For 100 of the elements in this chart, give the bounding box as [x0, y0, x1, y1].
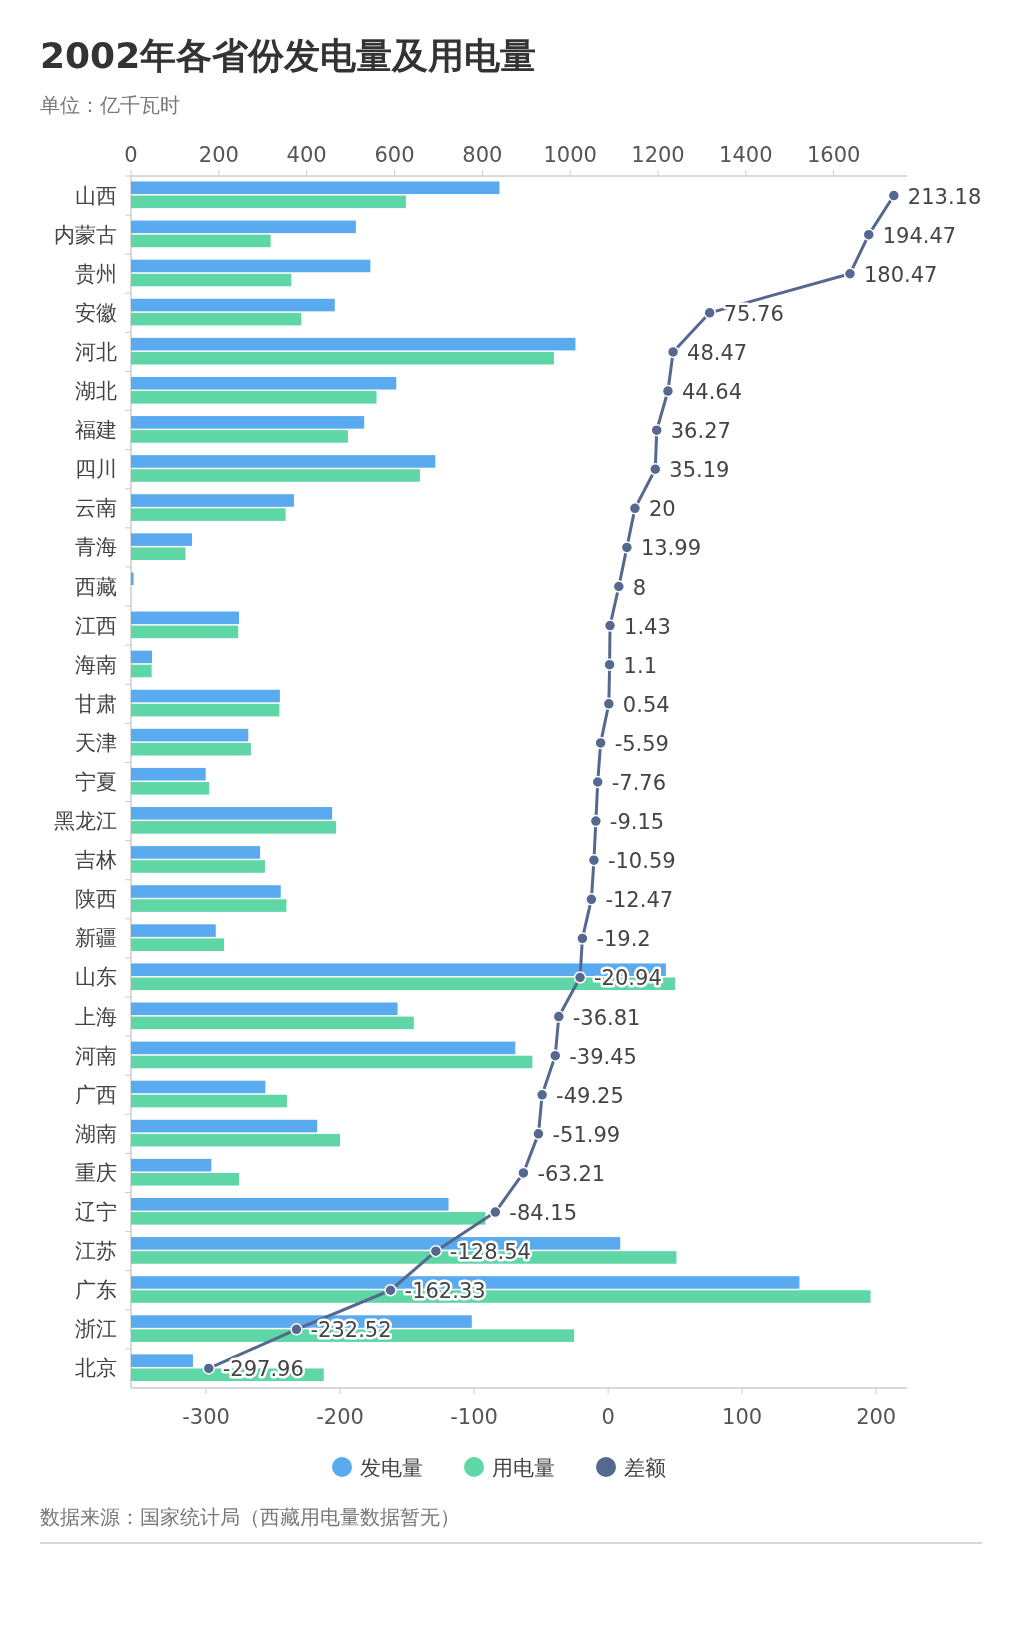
- y-tick-label: 海南: [75, 652, 117, 677]
- bar: [131, 195, 406, 209]
- bar: [131, 337, 576, 351]
- point: [843, 267, 857, 280]
- x-tick-label: 600: [374, 143, 415, 167]
- y-tick-label: 贵州: [75, 261, 117, 286]
- data-label: 20: [648, 497, 676, 522]
- bar: [131, 259, 371, 273]
- y-tick-label: 西藏: [75, 574, 117, 599]
- y-tick-label: 河南: [75, 1043, 117, 1068]
- bar: [131, 650, 153, 664]
- bar: [131, 1197, 449, 1211]
- data-label: -7.76: [611, 771, 667, 795]
- point: [517, 1166, 530, 1180]
- x2-tick-label: -200: [316, 1405, 364, 1429]
- y-tick-label: 内蒙古: [54, 222, 117, 247]
- point: [535, 1088, 549, 1102]
- y-tick-label: 陕西: [75, 887, 117, 912]
- point: [862, 228, 876, 241]
- bar: [131, 533, 193, 546]
- bar: [131, 1354, 193, 1367]
- chart-title: 2002年各省份发电量及用电量: [40, 35, 537, 76]
- bar: [131, 821, 337, 834]
- y-tick-label: 辽宁: [75, 1200, 117, 1225]
- bar: [131, 1041, 516, 1055]
- y-tick-label: 新疆: [75, 926, 117, 951]
- y-tick-label: 广东: [75, 1278, 117, 1303]
- bar: [131, 351, 554, 365]
- bar: [131, 494, 294, 507]
- data-label: 1.43: [624, 614, 671, 639]
- bar: [131, 703, 280, 717]
- x-tick-label: 200: [198, 143, 239, 167]
- bar: [131, 220, 356, 234]
- bar: [131, 1080, 266, 1094]
- bar: [131, 391, 377, 404]
- data-label: 213.18: [907, 184, 982, 209]
- bar: [131, 376, 397, 390]
- x-tick-label: 800: [462, 143, 503, 167]
- bar: [131, 181, 500, 195]
- point: [661, 384, 675, 398]
- point: [666, 345, 680, 359]
- legend-label: 差额: [624, 1456, 666, 1480]
- point: [573, 971, 587, 984]
- x2-tick-label: -300: [182, 1405, 230, 1429]
- point: [552, 1010, 566, 1023]
- bar: [131, 1212, 486, 1225]
- y-tick-label: 湖南: [75, 1121, 117, 1146]
- bar: [131, 728, 249, 742]
- x-tick-label: 0: [124, 143, 138, 167]
- point: [703, 306, 716, 320]
- point: [602, 697, 616, 711]
- data-label: -9.15: [609, 810, 665, 835]
- y-tick-label: 上海: [75, 1004, 117, 1029]
- point: [591, 775, 604, 789]
- bar: [131, 547, 186, 560]
- data-label: 36.27: [670, 419, 731, 444]
- y-tick-label: 天津: [75, 730, 117, 755]
- y-tick-label: 江西: [75, 613, 117, 638]
- bar: [131, 508, 286, 521]
- y-tick-label: 山西: [75, 183, 117, 208]
- point: [649, 462, 662, 476]
- data-label: -84.15: [509, 1201, 578, 1226]
- y-tick-label: 山东: [75, 965, 117, 990]
- bar: [131, 298, 335, 312]
- bar: [131, 924, 216, 937]
- bar: [131, 312, 302, 326]
- y-tick-label: 青海: [75, 535, 117, 560]
- data-label: -51.99: [552, 1122, 621, 1147]
- point: [589, 814, 603, 828]
- y-tick-label: 浙江: [75, 1317, 117, 1342]
- data-label: 48.47: [687, 340, 748, 365]
- bar: [131, 611, 240, 625]
- data-label: 75.76: [723, 301, 784, 326]
- data-label: -49.25: [556, 1083, 624, 1108]
- x2-tick-label: 200: [856, 1405, 897, 1429]
- data-label: 44.64: [681, 380, 743, 405]
- point: [603, 658, 616, 671]
- point: [628, 502, 642, 515]
- point: [532, 1127, 545, 1141]
- point: [594, 736, 607, 750]
- point: [650, 423, 663, 437]
- y-tick-label: 江苏: [75, 1239, 117, 1264]
- bar: [131, 572, 134, 586]
- data-label: 13.99: [640, 536, 701, 561]
- data-label: 8: [632, 575, 647, 600]
- bar: [131, 782, 210, 795]
- point: [587, 853, 601, 867]
- y-tick-label: 安徽: [75, 300, 117, 325]
- y-tick-label: 宁夏: [75, 770, 117, 794]
- bar: [131, 664, 152, 678]
- chart-subtitle: 单位：亿千瓦时: [40, 93, 180, 117]
- bar: [131, 625, 239, 639]
- y-tick-label: 广西: [75, 1082, 117, 1107]
- y-tick-label: 河北: [75, 339, 117, 364]
- data-label: 35.19: [669, 458, 730, 483]
- x2-tick-label: -100: [450, 1405, 498, 1429]
- bar: [131, 430, 348, 443]
- point: [290, 1323, 303, 1336]
- bar: [131, 1016, 414, 1030]
- y-tick-label: 甘肃: [75, 691, 117, 716]
